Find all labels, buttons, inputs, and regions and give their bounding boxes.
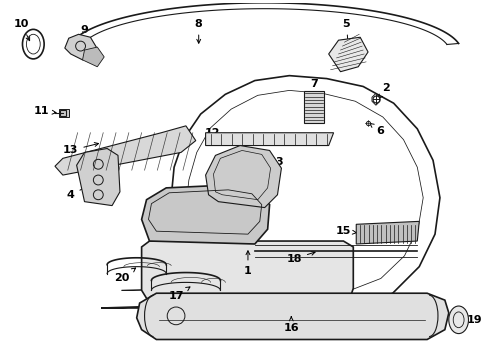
Text: 7: 7 — [309, 78, 317, 102]
Text: 5: 5 — [342, 19, 349, 43]
Polygon shape — [142, 185, 269, 244]
Polygon shape — [77, 148, 120, 206]
Text: 16: 16 — [283, 317, 299, 333]
Text: 13: 13 — [63, 143, 98, 156]
Text: 4: 4 — [67, 186, 87, 200]
Text: 8: 8 — [194, 19, 202, 43]
Text: 18: 18 — [286, 251, 314, 264]
Text: 6: 6 — [369, 123, 383, 136]
Text: 10: 10 — [14, 19, 30, 41]
Polygon shape — [205, 145, 281, 208]
Polygon shape — [65, 34, 96, 60]
Text: 2: 2 — [378, 84, 389, 99]
Text: 19: 19 — [452, 315, 481, 325]
Polygon shape — [205, 133, 333, 145]
Text: 12: 12 — [204, 128, 244, 139]
Polygon shape — [142, 241, 352, 303]
Text: 15: 15 — [335, 226, 356, 236]
Text: 14: 14 — [181, 193, 206, 204]
Text: 1: 1 — [244, 251, 251, 276]
Polygon shape — [82, 47, 104, 67]
Polygon shape — [304, 91, 323, 123]
Polygon shape — [328, 37, 367, 72]
Polygon shape — [356, 221, 418, 244]
Ellipse shape — [448, 306, 468, 334]
Polygon shape — [137, 293, 448, 339]
Polygon shape — [55, 126, 195, 175]
Text: 11: 11 — [33, 106, 56, 116]
Text: 3: 3 — [255, 157, 283, 174]
Text: 9: 9 — [81, 25, 88, 42]
FancyBboxPatch shape — [59, 109, 69, 117]
Text: 17: 17 — [168, 287, 189, 301]
Text: 20: 20 — [114, 268, 135, 283]
